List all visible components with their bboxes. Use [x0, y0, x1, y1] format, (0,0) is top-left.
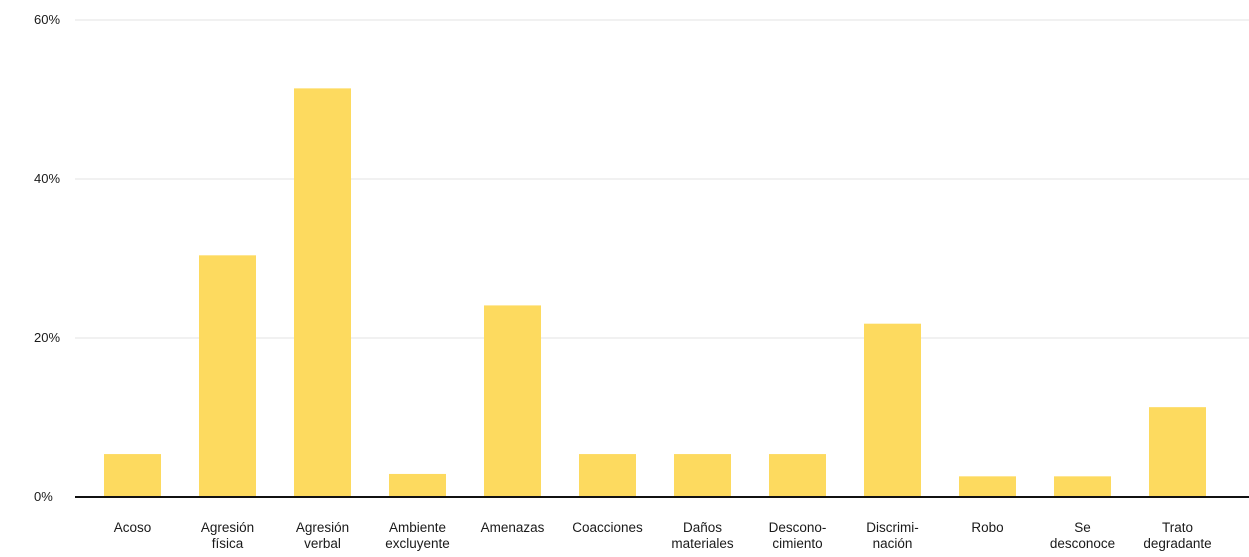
x-category-label-line: Acoso	[114, 520, 152, 535]
bar	[769, 454, 826, 497]
x-category-label: Acoso	[114, 520, 152, 535]
x-category-label: Discrimi-nación	[866, 520, 918, 551]
x-category-label: Ambiente excluyente	[385, 520, 450, 551]
x-category-label: Descono-cimiento	[769, 520, 827, 551]
bar	[389, 473, 446, 497]
bar	[1054, 476, 1111, 497]
y-tick-label: 60%	[34, 12, 60, 27]
x-category-label-line: nación	[873, 536, 913, 551]
x-category-label-line: materiales	[671, 536, 734, 551]
x-category-label-line: Descono-	[769, 520, 827, 535]
y-tick-label: 20%	[34, 330, 60, 345]
x-category-label-line: Agresión	[296, 520, 349, 535]
x-category-label: Robo	[971, 520, 1003, 535]
x-category-label-line: desconoce	[1050, 536, 1115, 551]
bar	[199, 255, 256, 497]
x-category-label-line: Agresión	[201, 520, 254, 535]
x-category-label: Coacciones	[572, 520, 643, 535]
bars	[104, 88, 1206, 498]
gridlines	[75, 19, 1249, 339]
x-category-label-line: Daños	[683, 520, 722, 535]
x-category-label: Amenazas	[481, 520, 545, 535]
bar	[579, 454, 636, 497]
bar	[864, 323, 921, 497]
x-category-label-line: Trato	[1162, 520, 1193, 535]
x-category-label-line: degradante	[1143, 536, 1211, 551]
bar	[1149, 407, 1206, 497]
bar	[104, 454, 161, 497]
x-category-label-line: verbal	[304, 536, 341, 551]
x-category-label-line: física	[212, 536, 244, 551]
bar	[484, 305, 541, 497]
x-category-label-line: Coacciones	[572, 520, 643, 535]
y-axis-tick-labels: 0% 20% 40% 60%	[34, 12, 60, 504]
x-category-label-line: Amenazas	[481, 520, 545, 535]
x-category-label-line: cimiento	[772, 536, 822, 551]
x-category-label: Trato degradante	[1143, 520, 1211, 551]
x-category-label-line: Se	[1074, 520, 1091, 535]
bar	[959, 476, 1016, 497]
bar	[294, 88, 351, 498]
y-tick-label: 0%	[34, 489, 53, 504]
x-category-label-line: Ambiente	[389, 520, 446, 535]
x-category-label: Daños materiales	[671, 520, 734, 551]
x-category-label: Se desconoce	[1050, 520, 1115, 551]
x-category-label: Agresión física	[201, 520, 254, 551]
y-tick-label: 40%	[34, 171, 60, 186]
x-category-label-line: Discrimi-	[866, 520, 918, 535]
bar	[674, 454, 731, 497]
x-category-label: Agresión verbal	[296, 520, 349, 551]
x-category-label-line: Robo	[971, 520, 1003, 535]
x-category-label-line: excluyente	[385, 536, 450, 551]
